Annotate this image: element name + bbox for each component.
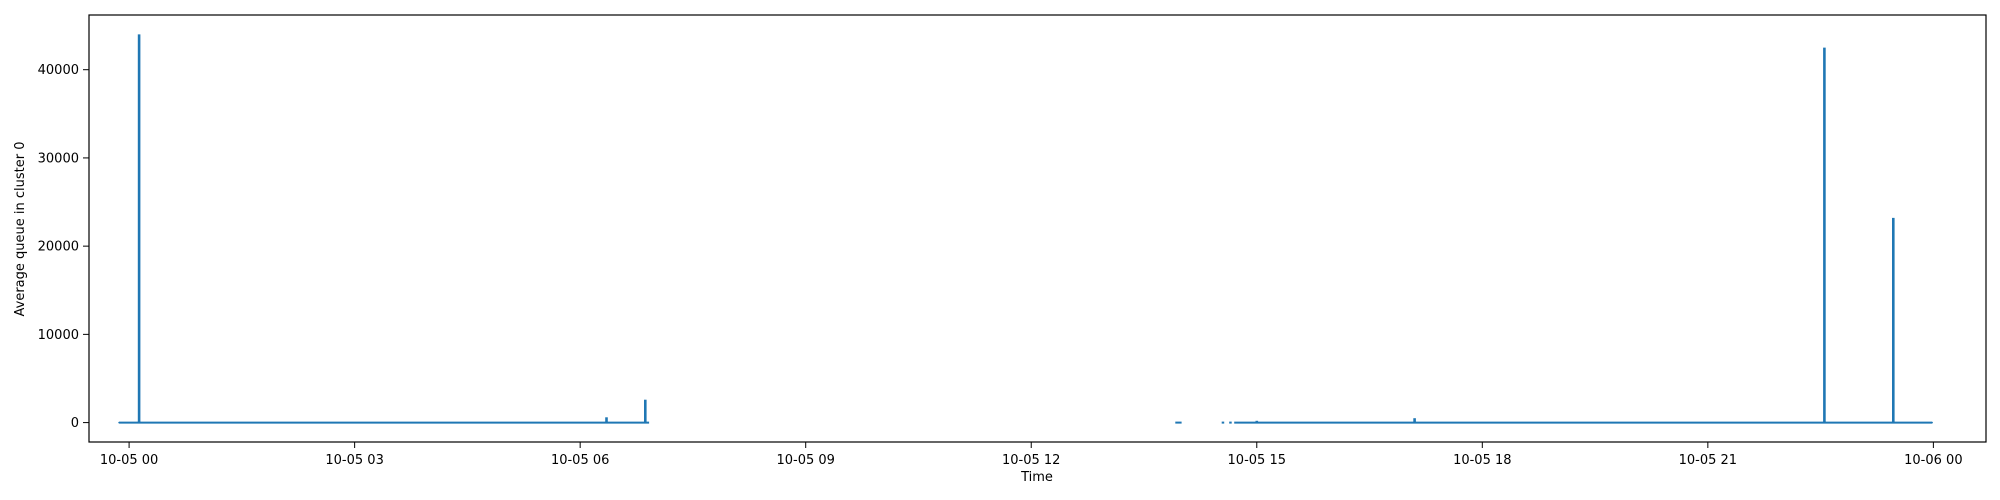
data-point bbox=[118, 421, 120, 424]
data-point bbox=[1931, 421, 1933, 424]
data-point bbox=[1893, 421, 1896, 424]
x-tick-label: 10-05 03 bbox=[325, 453, 383, 468]
axes-frame bbox=[88, 14, 1987, 443]
x-axis: 10-05 00 10-05 03 10-05 06 10-05 09 10-05 12… bbox=[100, 442, 1963, 468]
y-tick-label: 20000 bbox=[38, 240, 79, 255]
data-point bbox=[139, 421, 142, 424]
y-tick-label: 30000 bbox=[38, 151, 79, 166]
x-tick-label: 10-05 09 bbox=[776, 453, 834, 468]
data-point bbox=[1415, 421, 1417, 424]
x-tick-label: 10-05 15 bbox=[1228, 453, 1286, 468]
x-tick-label: 10-06 00 bbox=[1904, 453, 1962, 468]
y-tick-label: 0 bbox=[71, 416, 79, 431]
x-axis-label: Time bbox=[1020, 470, 1053, 485]
y-axis: 0 10000 20000 30000 40000 bbox=[38, 63, 89, 431]
y-axis-label: Average queue in cluster 0 bbox=[13, 142, 28, 317]
data-point bbox=[1824, 421, 1827, 424]
plot-area bbox=[118, 34, 1933, 424]
y-tick-label: 40000 bbox=[38, 63, 79, 78]
x-tick-label: 10-05 18 bbox=[1453, 453, 1511, 468]
x-tick-label: 10-05 12 bbox=[1002, 453, 1060, 468]
x-tick-label: 10-05 06 bbox=[551, 453, 609, 468]
x-tick-label: 10-05 21 bbox=[1679, 453, 1737, 468]
x-tick-label: 10-05 00 bbox=[100, 453, 158, 468]
data-point bbox=[606, 421, 609, 424]
y-tick-label: 10000 bbox=[38, 328, 79, 343]
